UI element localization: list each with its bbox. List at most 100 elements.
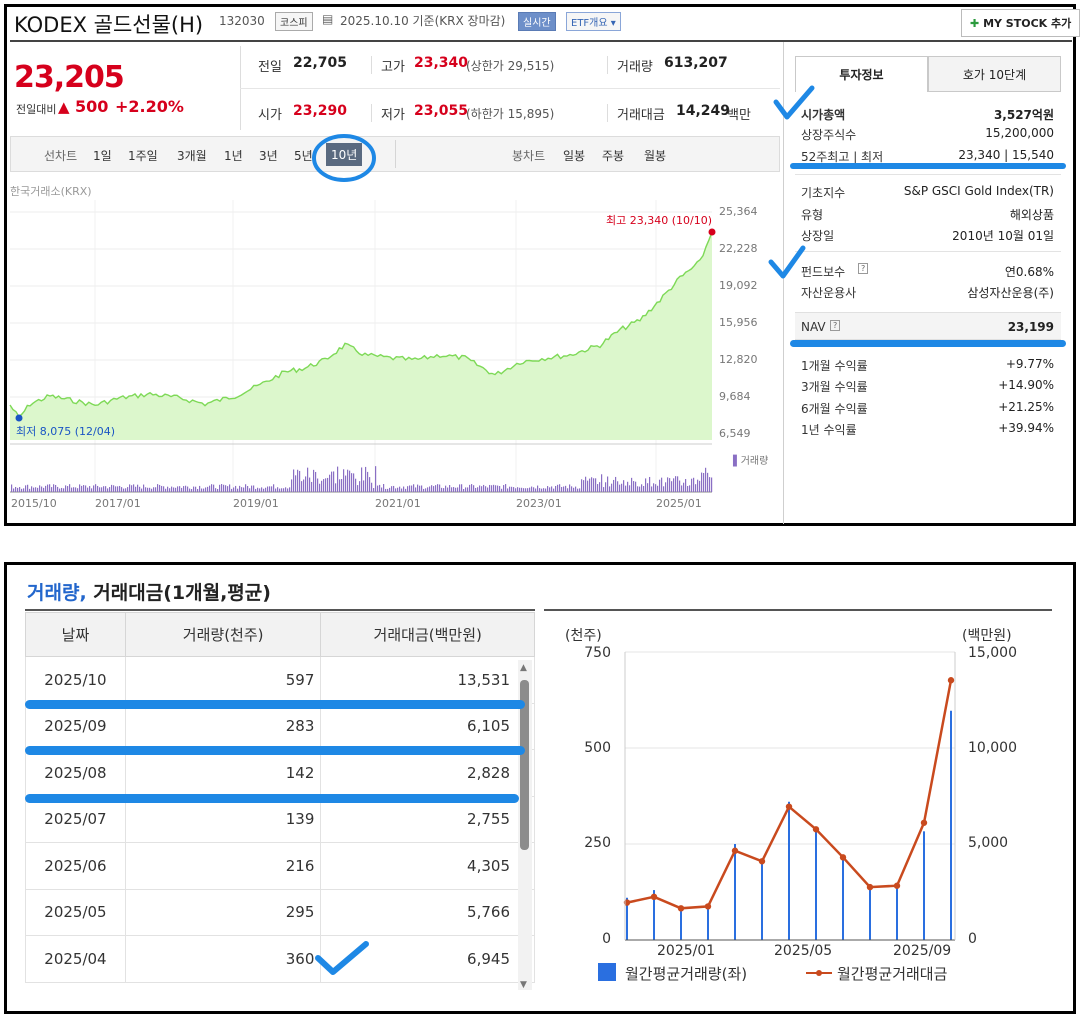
volume-bar [663, 486, 665, 492]
amount-point-2025/09 [920, 819, 928, 826]
volume-bar [565, 485, 567, 492]
volume-bar [635, 481, 637, 492]
volume-bar [399, 486, 401, 492]
volume-bar-2025/10 [950, 710, 952, 940]
volume-bar [683, 482, 685, 492]
volume-bar [67, 486, 69, 492]
help-icon[interactable]: ? [830, 320, 841, 331]
volume-bar [285, 487, 287, 492]
info-label: 자산운용사 [801, 286, 857, 300]
left-tick: 0 [602, 931, 611, 947]
volume-bar [139, 486, 141, 492]
left-tick: 250 [584, 835, 611, 851]
volume-bar [111, 484, 113, 492]
period-daily[interactable]: 일봉 [563, 149, 586, 163]
scroll-up-icon[interactable]: ▲ [520, 663, 527, 673]
range-sep [395, 140, 396, 168]
line-chart-label[interactable]: 선차트 [44, 149, 78, 163]
volume-bar [479, 485, 481, 492]
volume-bar [449, 485, 451, 492]
volume-bar [195, 486, 197, 492]
volume-bar [365, 466, 367, 492]
volume-bar [459, 484, 461, 492]
tab-order-book[interactable]: 호가 10단계 [928, 56, 1061, 92]
etf-overview-label: ETF개요 [571, 18, 608, 29]
period-weekly[interactable]: 주봉 [602, 149, 625, 163]
y-tick: 9,684 [719, 390, 751, 403]
range-1year[interactable]: 1년 [224, 149, 243, 163]
volume-bar [603, 487, 605, 492]
market-tag: 코스피 [275, 12, 313, 31]
volume-bar [367, 471, 369, 492]
amount-unit: 백만 [727, 108, 751, 123]
etf-overview-dropdown[interactable]: ETF개요 ▾ [566, 12, 621, 31]
volume-bar [179, 486, 181, 492]
volume-bar [699, 480, 701, 492]
info-panel-divider [783, 42, 784, 524]
volume-bar [355, 478, 357, 492]
volume-bar [259, 488, 261, 492]
info-value: 15,200,000 [985, 126, 1054, 140]
tab-investment-info[interactable]: 투자정보 [795, 56, 928, 92]
volume-bar [41, 486, 43, 492]
annotation-check [768, 245, 806, 279]
volume-bar [395, 488, 397, 492]
volume-label: 거래량 [617, 60, 653, 75]
open-value: 23,290 [293, 103, 348, 119]
volume-bar [89, 486, 91, 492]
volume-bar [575, 486, 577, 492]
info-value: 해외상품 [1009, 208, 1054, 222]
range-3month[interactable]: 3개월 [177, 149, 207, 163]
volume-bar [213, 484, 215, 492]
volume-bar [119, 485, 121, 492]
lower-limit: (하한가 15,895) [466, 107, 555, 121]
volume-bar [59, 488, 61, 492]
table-scrollbar-thumb[interactable] [520, 680, 529, 850]
return-value: +39.94% [998, 421, 1054, 435]
volume-bar-2025/08 [896, 885, 898, 940]
low-value: 23,055 [414, 103, 469, 119]
add-my-stock-button[interactable]: ✚ MY STOCK 추가 [961, 9, 1080, 37]
volume-bar [301, 481, 303, 492]
price-history-chart [9, 200, 716, 493]
period-monthly[interactable]: 월봉 [644, 149, 667, 163]
range-10year-selected[interactable]: 10년 [326, 143, 363, 166]
chart-top-border [544, 609, 1052, 611]
change-percent: +2.20% [115, 97, 184, 116]
return-label: 1년 수익률 [801, 423, 857, 437]
volume-bar [669, 478, 671, 492]
candle-chart-label[interactable]: 봉차트 [512, 149, 546, 163]
volume-bar [145, 487, 147, 492]
legend-bar-swatch [598, 963, 616, 981]
info-label: 시가총액 [801, 108, 846, 122]
volume-bar [579, 488, 581, 492]
volume-bar [637, 486, 639, 492]
range-5year[interactable]: 5년 [294, 149, 313, 163]
volume-bar [679, 480, 681, 492]
range-1day[interactable]: 1일 [93, 149, 112, 163]
volume-bar [327, 477, 329, 492]
volume-bar [413, 484, 415, 492]
volume-bar [63, 488, 65, 492]
x-tick: 2023/01 [516, 497, 562, 510]
return-label: 1개월 수익률 [801, 359, 868, 373]
volume-bar [599, 482, 601, 492]
volume-bar [697, 479, 699, 492]
volume-bar [43, 487, 45, 492]
volume-bar [57, 486, 59, 492]
volume-bar [339, 479, 341, 492]
volume-bar [93, 485, 95, 492]
range-1week[interactable]: 1주일 [128, 149, 158, 163]
range-3year[interactable]: 3년 [259, 149, 278, 163]
volume-bar [645, 478, 647, 492]
realtime-tag[interactable]: 실시간 [518, 12, 556, 31]
change-label: 전일대비 [16, 103, 57, 116]
scroll-down-icon[interactable]: ▼ [520, 980, 527, 990]
help-icon[interactable]: ? [858, 263, 869, 274]
volume-bar [481, 486, 483, 492]
volume-bar [121, 487, 123, 492]
volume-bar [485, 486, 487, 492]
volume-bar [653, 483, 655, 492]
volume-bar [685, 478, 687, 492]
volume-bar [311, 481, 313, 492]
